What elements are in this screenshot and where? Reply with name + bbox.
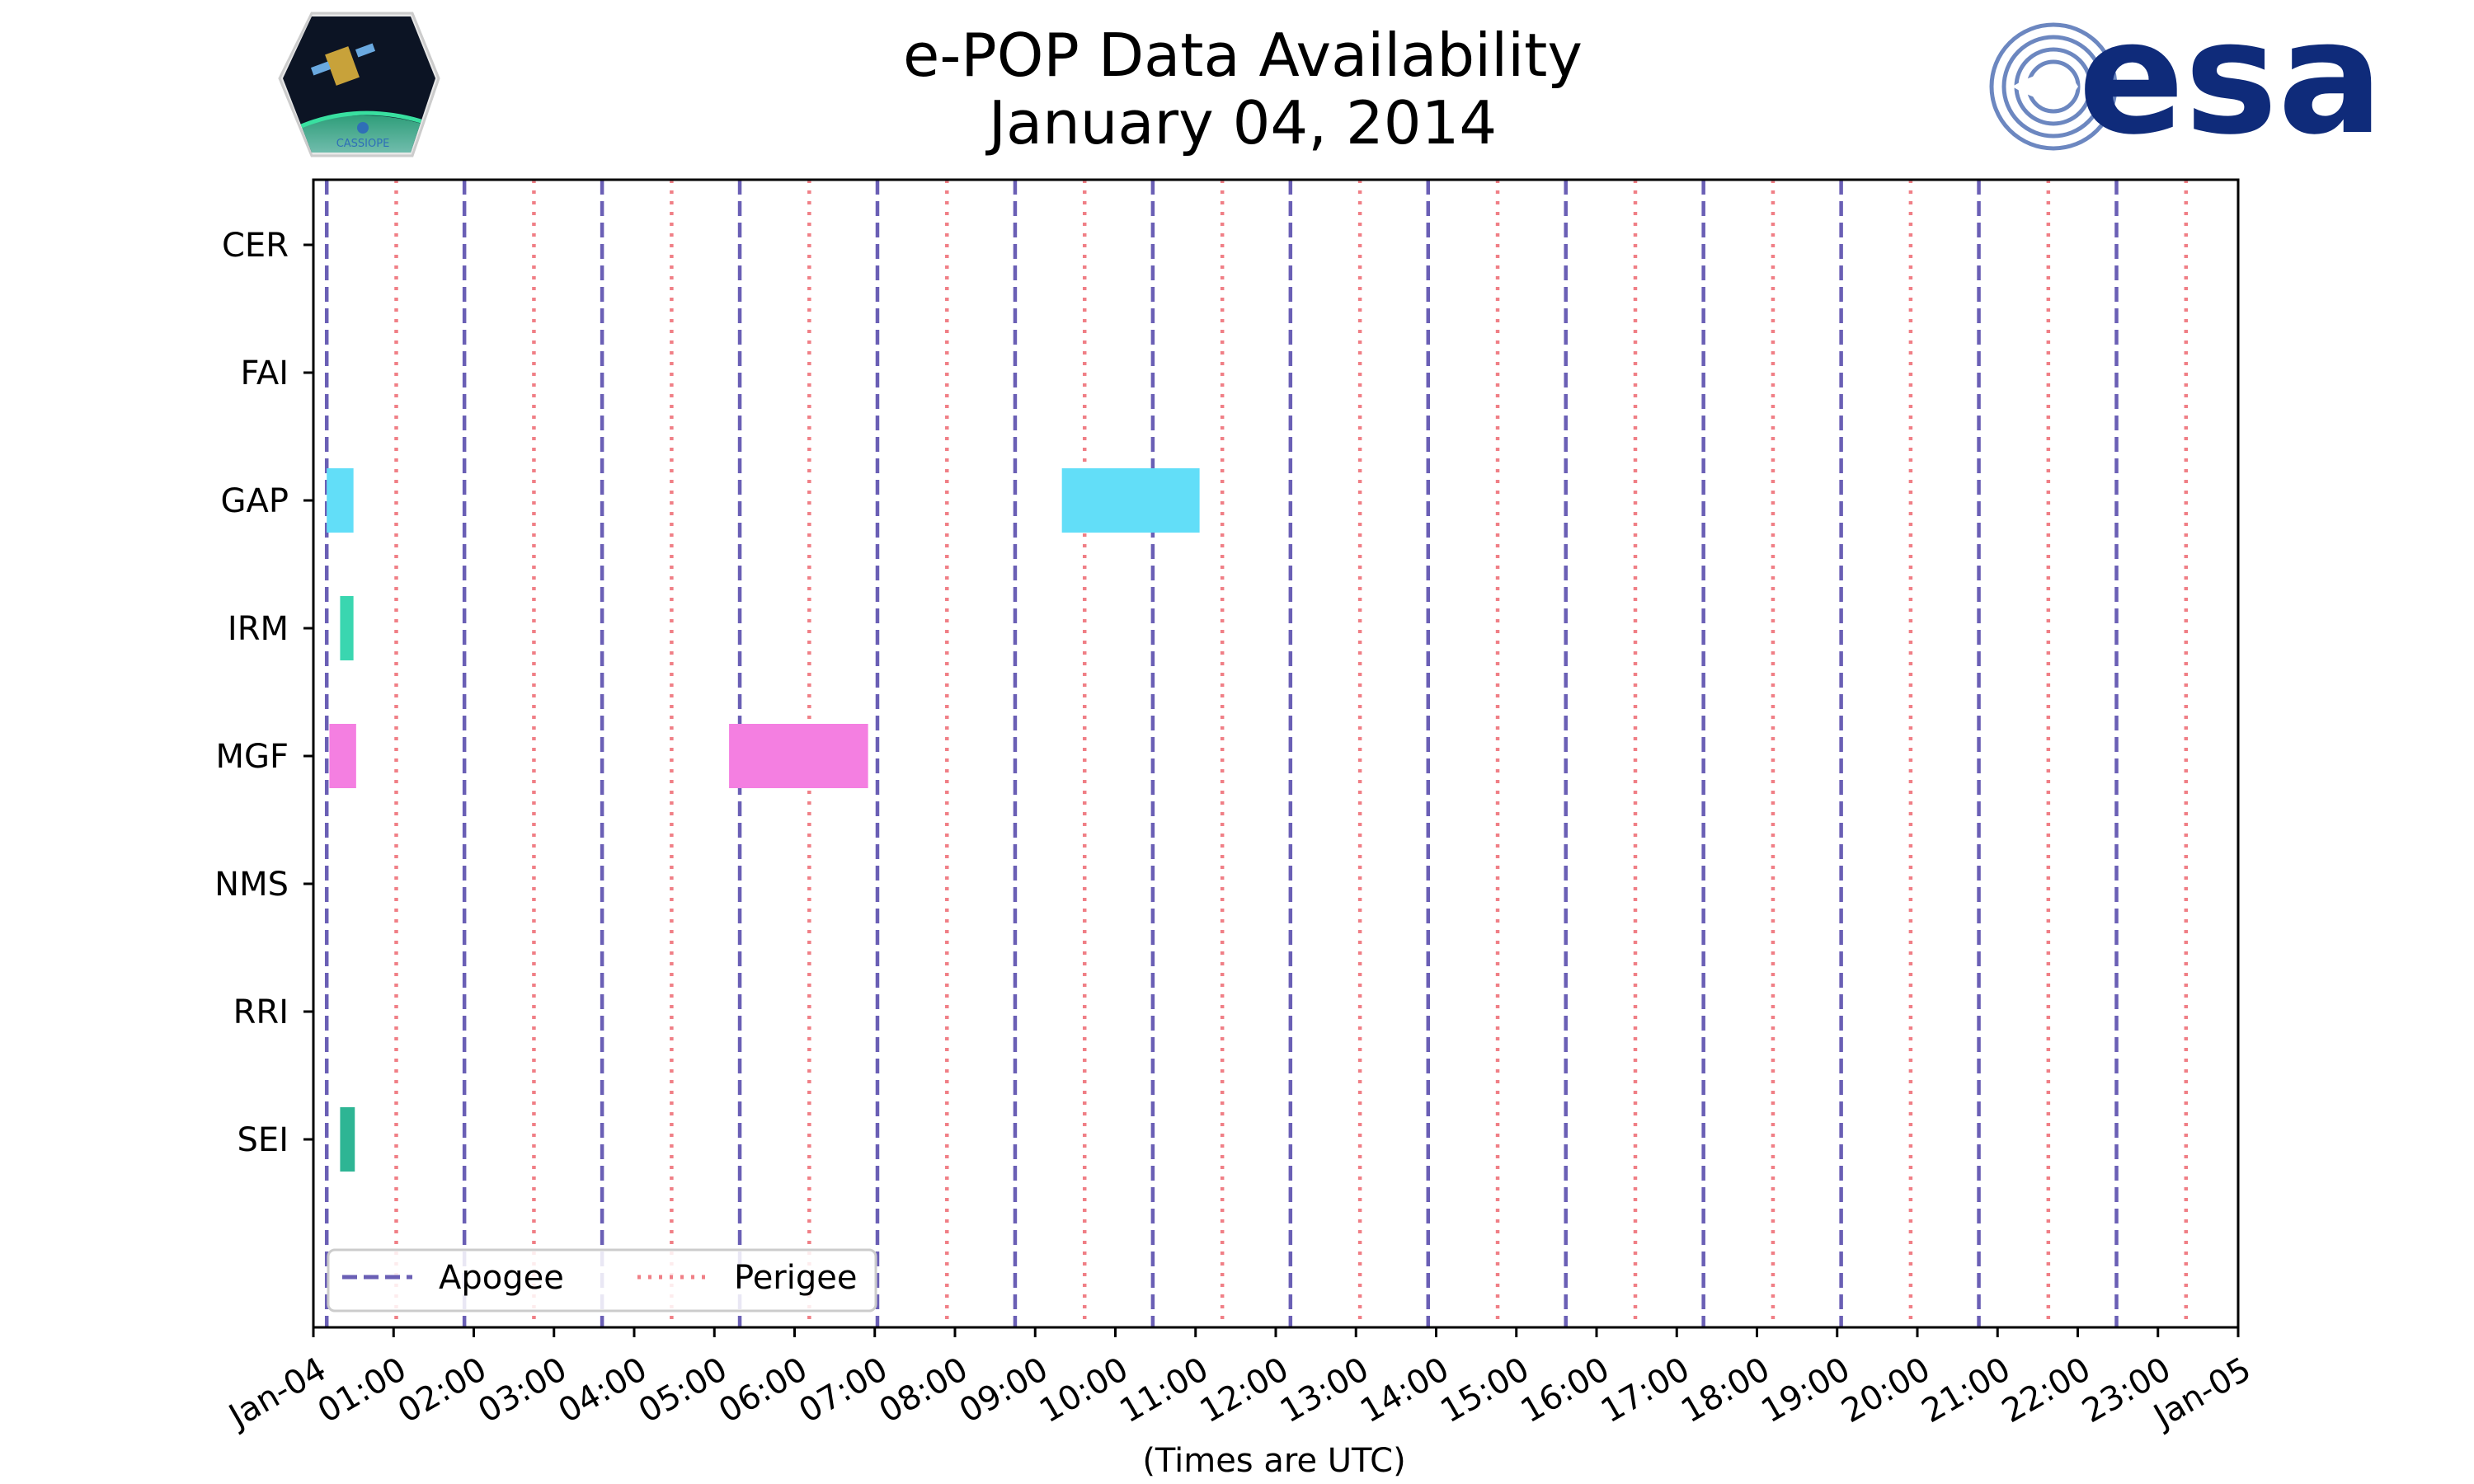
cassiope-logo-text: CASSIOPE [336, 138, 390, 150]
plot-background [313, 180, 2238, 1327]
availability-bar-mgf [729, 724, 868, 788]
availability-bar-irm [340, 596, 354, 660]
availability-bar-mgf [329, 724, 356, 788]
y-axis: CER FAI GAP IRM MGF NMS RRI SEI [214, 227, 313, 1159]
y-tick-label-gap: GAP [221, 482, 289, 520]
cassiope-logo: CASSIOPE [278, 12, 440, 157]
y-tick-label-nms: NMS [214, 866, 289, 904]
x-axis-label: (Times are UTC) [1142, 1442, 1405, 1480]
y-tick-label-rri: RRI [233, 993, 289, 1031]
y-tick-label-sei: SEI [238, 1121, 289, 1159]
esa-logo: esa [1989, 0, 2383, 169]
legend: Apogee Perigee [327, 1248, 877, 1313]
y-tick-label-fai: FAI [241, 355, 289, 392]
y-tick-label-cer: CER [222, 227, 289, 265]
availability-bar-gap [327, 468, 354, 533]
chart-title-line-1: e-POP Data Availability [903, 21, 1583, 90]
legend-frame [327, 1248, 877, 1313]
availability-bar-gap [1061, 468, 1200, 533]
y-tick-label-irm: IRM [228, 610, 289, 648]
orbit-event-lines [324, 180, 2189, 1327]
esa-logo-text: esa [2078, 0, 2383, 169]
legend-apogee-label: Apogee [439, 1259, 564, 1297]
chart-title-line-2: January 04, 2014 [985, 88, 1497, 157]
availability-bars [327, 468, 1200, 1172]
legend-perigee-label: Perigee [734, 1259, 857, 1297]
y-tick-label-mgf: MGF [215, 738, 289, 776]
availability-bar-sei [340, 1107, 355, 1172]
